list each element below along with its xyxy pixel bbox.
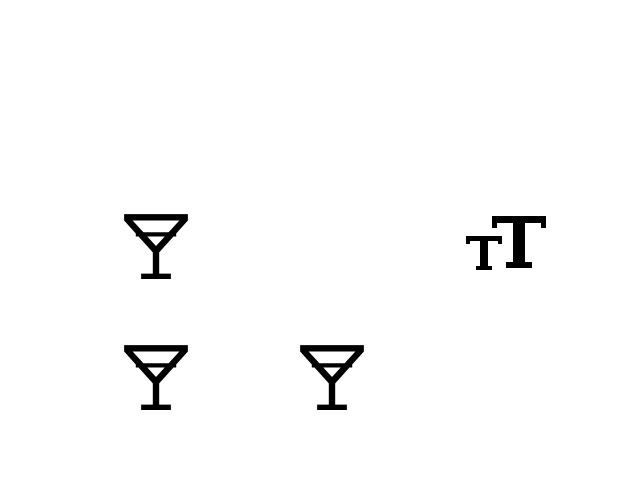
martini-glass-svg [124, 345, 188, 410]
martini-glass-svg [300, 345, 364, 410]
martini-glass-icon[interactable] [122, 212, 190, 280]
martini-glass-icon[interactable] [298, 343, 366, 411]
martini-glass-icon[interactable] [122, 343, 190, 411]
text-size-icon[interactable] [464, 214, 548, 274]
text-size-svg [466, 216, 546, 270]
martini-glass-svg [124, 214, 188, 279]
